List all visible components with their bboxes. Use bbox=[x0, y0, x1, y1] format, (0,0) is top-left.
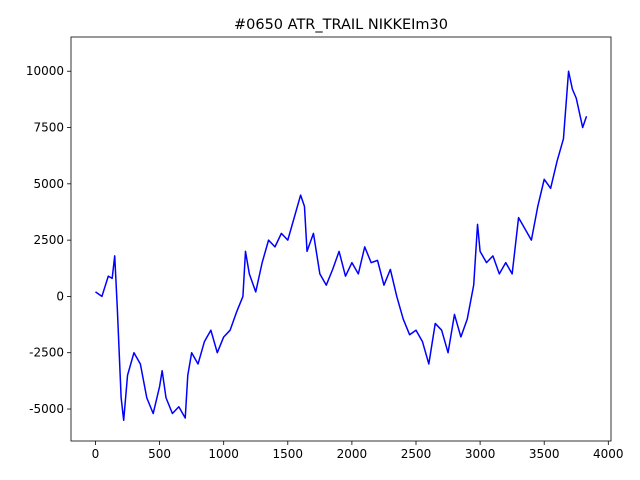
plot-frame bbox=[70, 36, 612, 442]
x-tick-label: 2500 bbox=[401, 447, 432, 461]
x-tick-label: 3500 bbox=[529, 447, 560, 461]
x-tick-label: 500 bbox=[148, 447, 171, 461]
chart-title: #0650 ATR_TRAIL NIKKEIm30 bbox=[234, 17, 448, 33]
x-tick-label: 1500 bbox=[273, 447, 304, 461]
y-tick-label: 7500 bbox=[33, 121, 64, 135]
y-tick-label: -2500 bbox=[29, 346, 64, 360]
x-tick-label: 3000 bbox=[465, 447, 496, 461]
y-tick-label: 2500 bbox=[33, 233, 64, 247]
x-tick-label: 4000 bbox=[593, 447, 624, 461]
line-series bbox=[95, 70, 588, 422]
y-tick-label: 10000 bbox=[26, 64, 64, 78]
y-tick-label: 5000 bbox=[33, 177, 64, 191]
x-tick-label: 0 bbox=[92, 447, 100, 461]
x-tick-label: 2000 bbox=[337, 447, 368, 461]
y-tick-label: 0 bbox=[56, 289, 64, 303]
y-tick-label: -5000 bbox=[29, 402, 64, 416]
x-tick-label: 1000 bbox=[208, 447, 239, 461]
